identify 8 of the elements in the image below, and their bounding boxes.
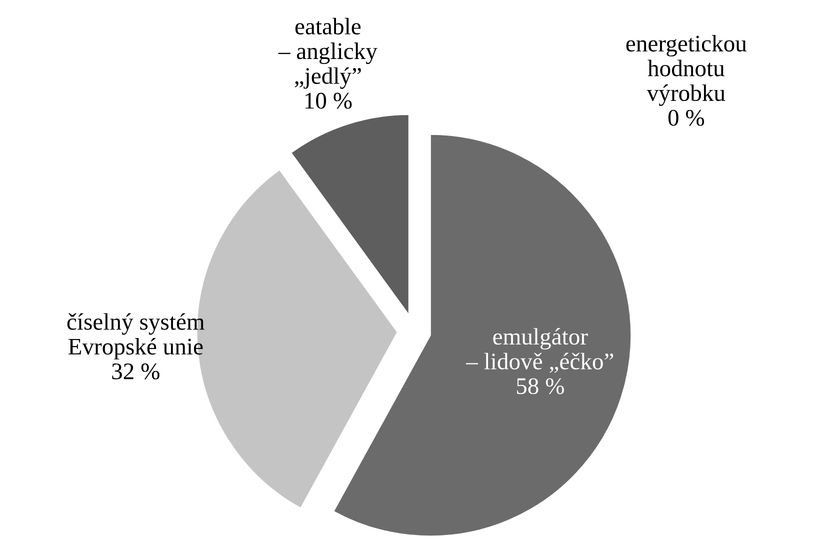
category-label: energetickou hodnotu výrobku: [626, 34, 747, 106]
slice-label: emulgátor – lidově „éčko”: [466, 328, 614, 373]
data-label: 10 %: [305, 92, 352, 109]
data-label: 58 %: [516, 378, 564, 394]
slice-label: eatable – anglicky „jedlý”: [278, 18, 378, 89]
data-label: 32 %: [112, 363, 160, 380]
slice-label: číselný systém Evropské unie: [67, 313, 204, 360]
text: 0 %: [668, 110, 704, 126]
